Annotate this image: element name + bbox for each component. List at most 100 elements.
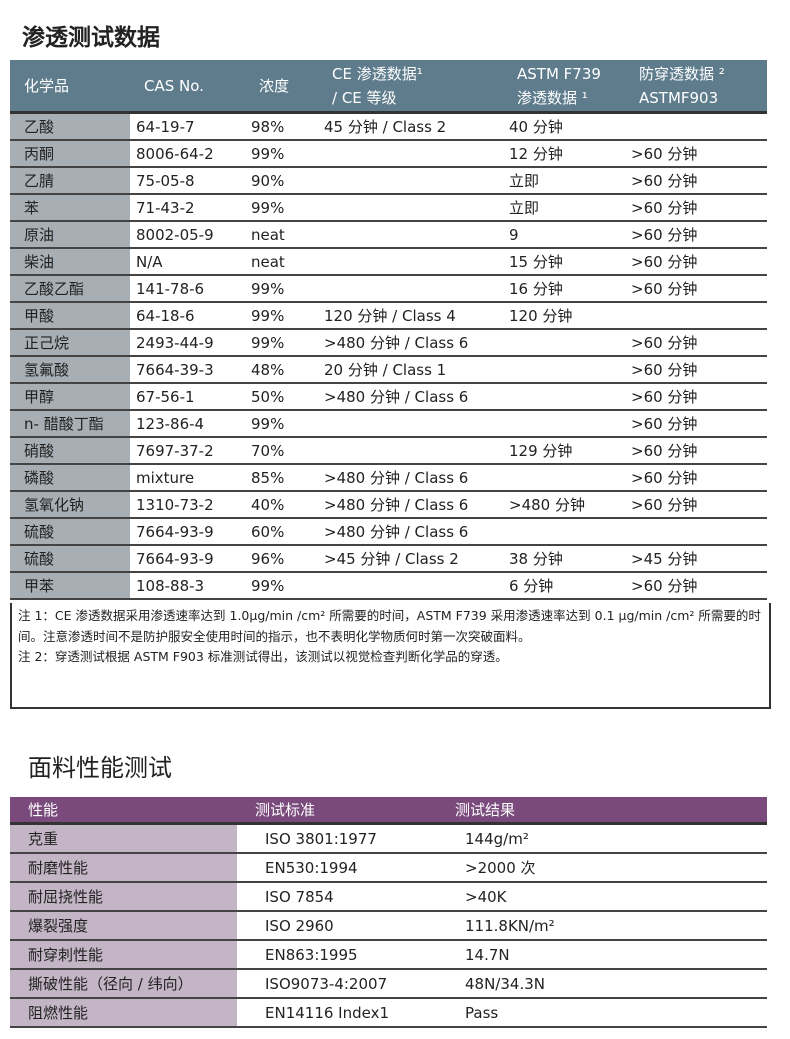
table-cell: 99% xyxy=(245,329,318,357)
table-row: 甲苯 108-88-3 99% 6 分钟 >60 分钟 xyxy=(10,572,767,600)
table-cell: 磷酸 xyxy=(10,464,130,492)
permeation-title: 渗透测试数据 xyxy=(22,25,160,51)
table-cell: >60 分钟 xyxy=(625,356,767,384)
table-cell: >480 分钟 / Class 6 xyxy=(318,329,503,357)
header-line: ASTMF903 xyxy=(639,88,719,107)
table-cell: 99% xyxy=(245,275,318,303)
table-cell: >2000 次 xyxy=(437,853,767,883)
table-cell: n- 醋酸丁酯 xyxy=(10,410,130,438)
table-row: 爆裂强度 ISO 2960 111.8KN/m² xyxy=(10,911,767,941)
header-line: / CE 等级 xyxy=(332,88,397,107)
table-cell: 45 分钟 / Class 2 xyxy=(318,112,503,141)
column-header: 测试标准 xyxy=(237,797,437,825)
table-cell: 108-88-3 xyxy=(130,572,245,600)
table-cell: >60 分钟 xyxy=(625,491,767,519)
table-row: 乙酸乙酯 141-78-6 99% 16 分钟 >60 分钟 xyxy=(10,275,767,303)
table-cell: 99% xyxy=(245,572,318,600)
table-cell: 7664-39-3 xyxy=(130,356,245,384)
table-cell xyxy=(318,437,503,465)
table-cell xyxy=(318,167,503,195)
table-row: 柴油 N/A neat 15 分钟 >60 分钟 xyxy=(10,248,767,276)
table-cell: 丙酮 xyxy=(10,140,130,168)
table-cell: 12 分钟 xyxy=(503,140,625,168)
table-cell xyxy=(318,410,503,438)
table-cell: 阻燃性能 xyxy=(10,998,237,1028)
table-cell xyxy=(503,464,625,492)
table-cell: 乙酸 xyxy=(10,112,130,141)
table-cell: 8002-05-9 xyxy=(130,221,245,249)
table-cell: 120 分钟 / Class 4 xyxy=(318,302,503,330)
table-cell: >60 分钟 xyxy=(625,464,767,492)
table-cell xyxy=(318,572,503,600)
table-row: 阻燃性能 EN14116 Index1 Pass xyxy=(10,998,767,1028)
table-cell: 15 分钟 xyxy=(503,248,625,276)
table-cell: 60% xyxy=(245,518,318,546)
table-cell: >60 分钟 xyxy=(625,167,767,195)
table-cell xyxy=(318,194,503,222)
table-cell: 50% xyxy=(245,383,318,411)
header-line: ASTM F739 xyxy=(517,64,601,83)
table-cell: mixture xyxy=(130,464,245,492)
table-row: 硝酸 7697-37-2 70% 129 分钟 >60 分钟 xyxy=(10,437,767,465)
table-cell: 立即 xyxy=(503,167,625,195)
table-cell: neat xyxy=(245,248,318,276)
table-cell: neat xyxy=(245,221,318,249)
table-cell xyxy=(318,221,503,249)
header-line: 化学品 xyxy=(24,76,70,95)
table-cell: 耐磨性能 xyxy=(10,853,237,883)
table-cell: 立即 xyxy=(503,194,625,222)
table-cell xyxy=(503,383,625,411)
table-row: 耐磨性能 EN530:1994 >2000 次 xyxy=(10,853,767,883)
table-cell: 99% xyxy=(245,410,318,438)
table-cell: 乙酸乙酯 xyxy=(10,275,130,303)
table-cell: 120 分钟 xyxy=(503,302,625,330)
table-cell: 40% xyxy=(245,491,318,519)
column-header: CE 渗透数据¹ / CE 等级 xyxy=(318,60,503,114)
table-cell: 柴油 xyxy=(10,248,130,276)
table-cell: >480 分钟 / Class 6 xyxy=(318,464,503,492)
table-row: 氢氟酸 7664-39-3 48% 20 分钟 / Class 1 >60 分钟 xyxy=(10,356,767,384)
table-cell: 甲醇 xyxy=(10,383,130,411)
table-cell: >60 分钟 xyxy=(625,275,767,303)
table-cell xyxy=(625,302,767,330)
table-cell xyxy=(318,248,503,276)
table-cell: >480 分钟 / Class 6 xyxy=(318,383,503,411)
table-cell: 耐屈挠性能 xyxy=(10,882,237,912)
table-cell: EN863:1995 xyxy=(237,940,437,970)
header-line: 浓度 xyxy=(259,76,290,95)
table-cell: 16 分钟 xyxy=(503,275,625,303)
note-2: 注 2：穿透测试根据 ASTM F903 标准测试得出，该测试以视觉检查判断化学… xyxy=(18,649,508,664)
table-row: 丙酮 8006-64-2 99% 12 分钟 >60 分钟 xyxy=(10,140,767,168)
column-header: 化学品 xyxy=(10,60,130,114)
permeation-table: 化学品 CAS No. 浓度 CE 渗透数据¹ / CE 等级 ASTM F739 渗透数据… xyxy=(10,60,767,600)
table-cell: 7664-93-9 xyxy=(130,545,245,573)
table-cell: EN14116 Index1 xyxy=(237,998,437,1028)
table-cell: 2493-44-9 xyxy=(130,329,245,357)
table-cell: 71-43-2 xyxy=(130,194,245,222)
table-cell: 硫酸 xyxy=(10,518,130,546)
table-cell: >60 分钟 xyxy=(625,221,767,249)
table-cell: 99% xyxy=(245,302,318,330)
table-row: 耐穿刺性能 EN863:1995 14.7N xyxy=(10,940,767,970)
table-cell: 64-19-7 xyxy=(130,112,245,141)
table-cell: >480 分钟 xyxy=(503,491,625,519)
table-cell: 撕破性能（径向 / 纬向） xyxy=(10,969,237,999)
table-cell: 129 分钟 xyxy=(503,437,625,465)
table-cell: >60 分钟 xyxy=(625,437,767,465)
table-cell: >60 分钟 xyxy=(625,194,767,222)
table-cell: 75-05-8 xyxy=(130,167,245,195)
table-row: 撕破性能（径向 / 纬向） ISO9073-4:2007 48N/34.3N xyxy=(10,969,767,999)
table-cell: 20 分钟 / Class 1 xyxy=(318,356,503,384)
column-header: CAS No. xyxy=(130,60,245,114)
column-header: 浓度 xyxy=(245,60,318,114)
column-header: 防穿透数据 ² ASTMF903 xyxy=(625,60,767,114)
table-cell: 40 分钟 xyxy=(503,112,625,141)
table-cell: 14.7N xyxy=(437,940,767,970)
table-cell: 70% xyxy=(245,437,318,465)
table-cell: 氢氟酸 xyxy=(10,356,130,384)
table-cell: 乙腈 xyxy=(10,167,130,195)
table-cell: 144g/m² xyxy=(437,823,767,854)
header-line: 防穿透数据 ² xyxy=(639,64,725,83)
table-cell: 99% xyxy=(245,194,318,222)
table-cell: 96% xyxy=(245,545,318,573)
